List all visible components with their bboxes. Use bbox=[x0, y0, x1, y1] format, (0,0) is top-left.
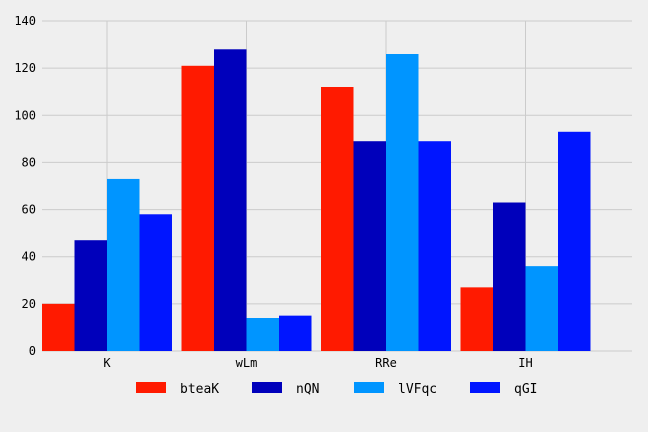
bar-bteaK-RRe bbox=[321, 87, 354, 351]
y-tick-label: 60 bbox=[22, 203, 36, 217]
y-tick-label: 0 bbox=[29, 344, 36, 358]
legend: bteaK nQN lVFqc qGI bbox=[136, 382, 537, 397]
x-tick-label: K bbox=[103, 356, 111, 370]
bar-qGI-IH bbox=[558, 131, 591, 351]
x-tick-label: RRe bbox=[375, 356, 397, 370]
y-tick-label: 120 bbox=[14, 61, 36, 75]
legend-label-nQN: nQN bbox=[296, 382, 319, 397]
legend-label-bteaK: bteaK bbox=[180, 382, 219, 397]
x-tick-label: IH bbox=[518, 356, 532, 370]
bar-lVFqc-wLm bbox=[246, 318, 279, 351]
bar-bteaK-wLm bbox=[181, 65, 214, 352]
legend-swatch-nQN bbox=[252, 382, 282, 393]
bar-lVFqc-K bbox=[107, 178, 140, 351]
bars bbox=[42, 49, 591, 352]
legend-swatch-bteaK bbox=[136, 382, 166, 393]
y-tick-label: 40 bbox=[22, 250, 36, 264]
bar-bteaK-K bbox=[42, 303, 75, 351]
bar-qGI-K bbox=[139, 214, 172, 351]
bar-nQN-wLm bbox=[214, 49, 247, 352]
bar-qGI-RRe bbox=[418, 141, 451, 351]
bar-qGI-wLm bbox=[279, 315, 312, 351]
y-tick-label: 100 bbox=[14, 108, 36, 122]
bar-nQN-K bbox=[74, 240, 107, 351]
legend-label-lVFqc: lVFqc bbox=[398, 382, 437, 397]
bar-nQN-RRe bbox=[353, 141, 386, 351]
legend-label-qGI: qGI bbox=[514, 382, 537, 397]
y-tick-label: 80 bbox=[22, 155, 36, 169]
legend-swatch-lVFqc bbox=[354, 382, 384, 393]
bar-nQN-IH bbox=[493, 202, 526, 351]
y-tick-label: 20 bbox=[22, 297, 36, 311]
bar-lVFqc-RRe bbox=[386, 54, 419, 351]
x-tick-label: wLm bbox=[236, 356, 258, 370]
bar-lVFqc-IH bbox=[525, 266, 558, 351]
bar-bteaK-IH bbox=[460, 287, 493, 351]
y-tick-label: 140 bbox=[14, 14, 36, 28]
y-axis-ticks: 0 20 40 60 80 100 120 140 bbox=[14, 14, 36, 358]
legend-swatch-qGI bbox=[470, 382, 500, 393]
